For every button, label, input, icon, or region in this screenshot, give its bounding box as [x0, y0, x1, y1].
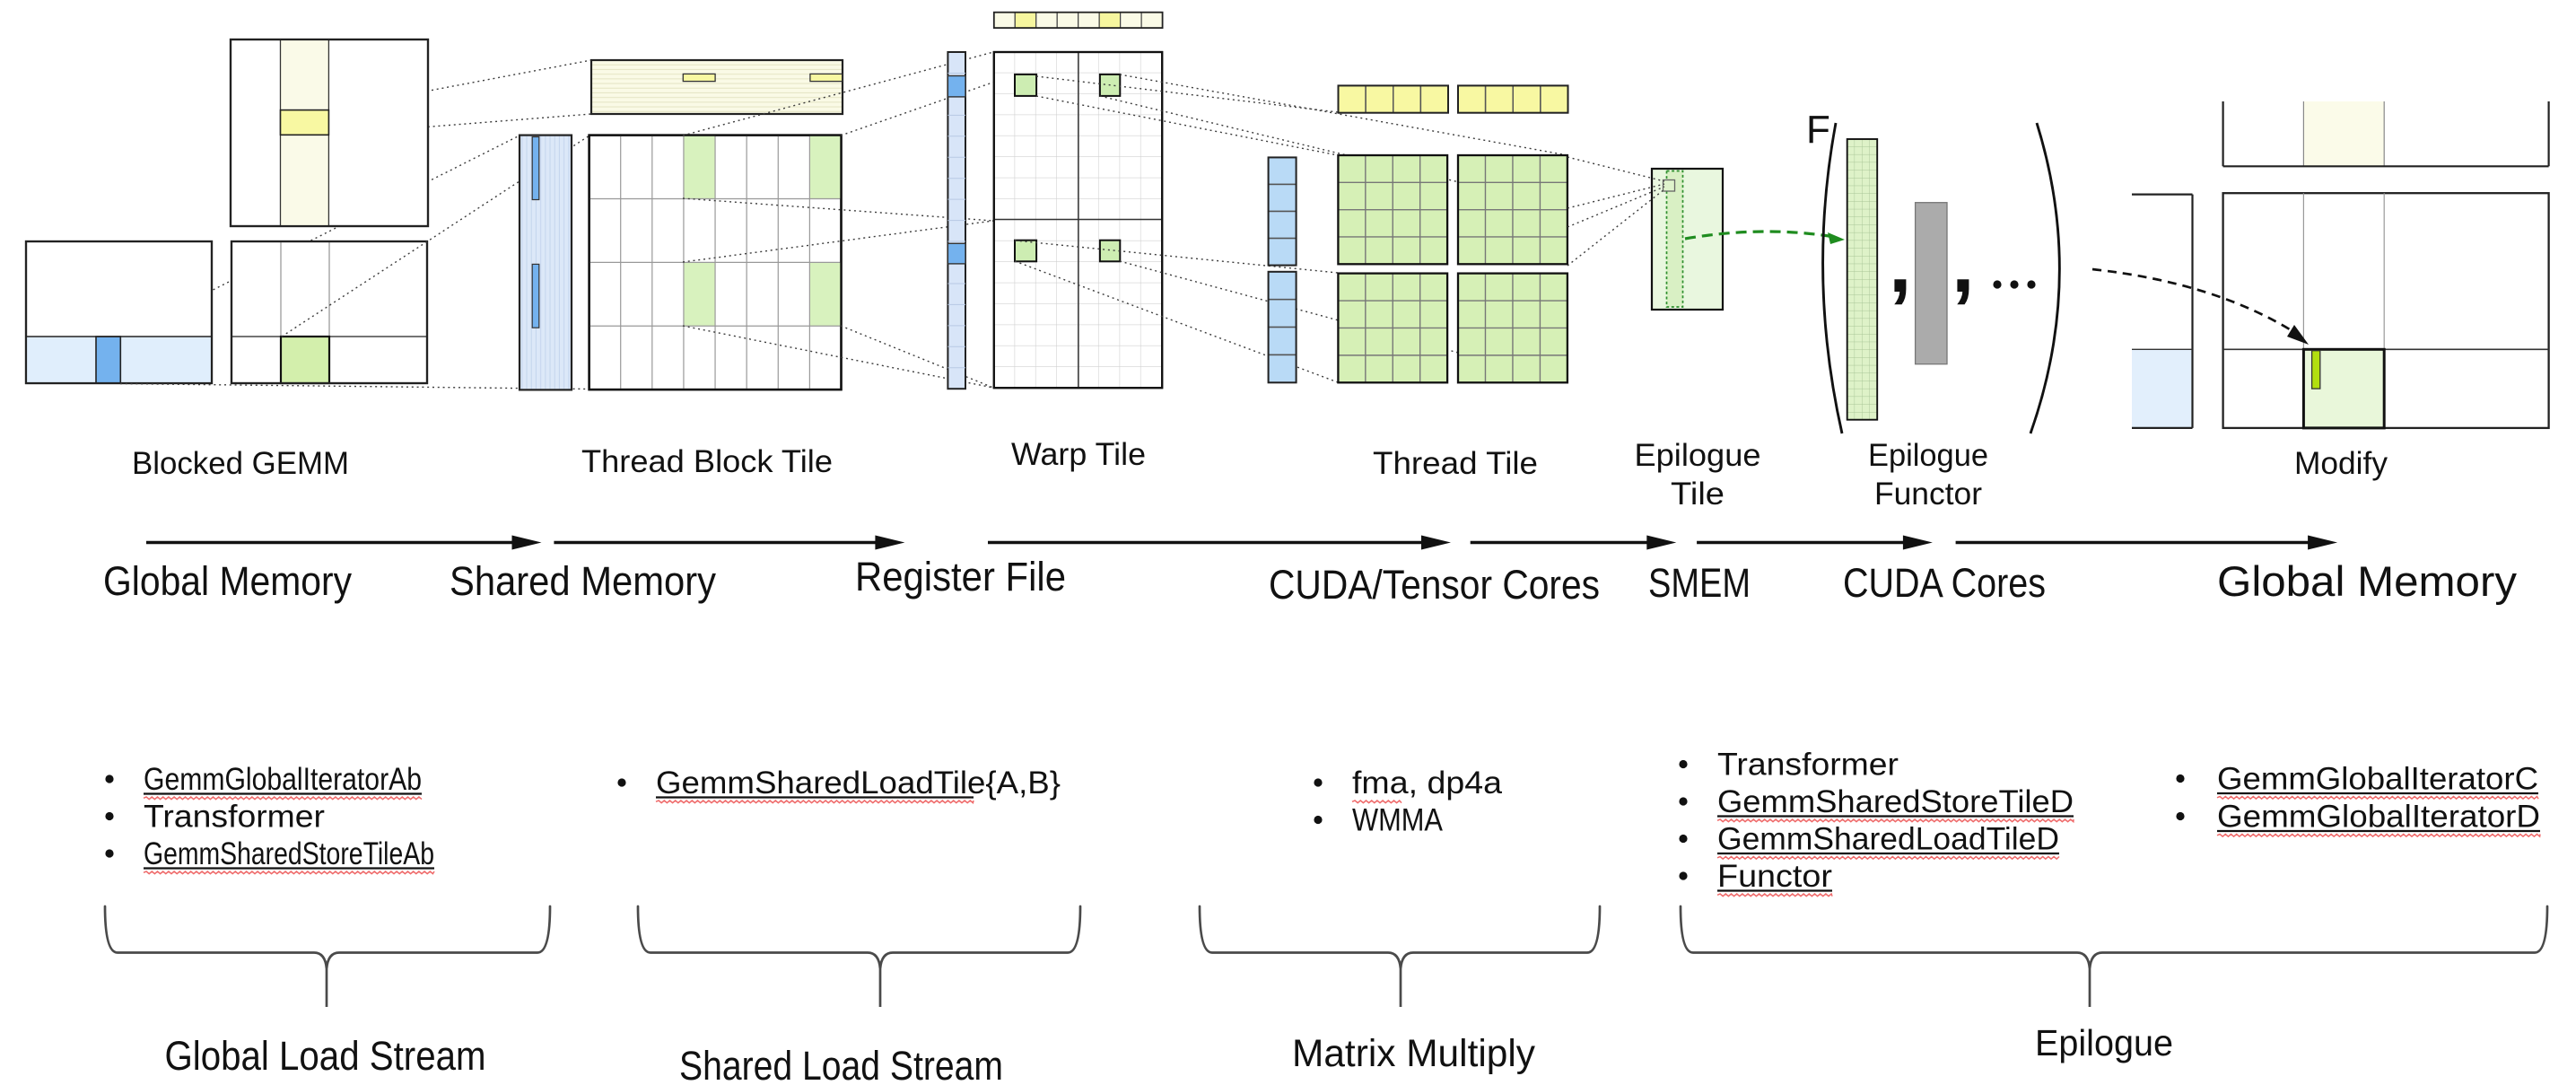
- svg-text:GemmSharedLoadTile{A,B}: GemmSharedLoadTile{A,B}: [656, 766, 1061, 801]
- svg-text:,: ,: [1889, 218, 1912, 310]
- svg-text:Functor: Functor: [1874, 477, 1982, 512]
- svg-text:CUDA/Tensor Cores: CUDA/Tensor Cores: [1269, 562, 1600, 608]
- svg-text:GemmSharedStoreTileAb: GemmSharedStoreTileAb: [144, 836, 434, 871]
- svg-text:Transformer: Transformer: [1717, 748, 1899, 783]
- svg-text:F: F: [1806, 108, 1830, 152]
- svg-text:CUDA Cores: CUDA Cores: [1843, 560, 2046, 606]
- svg-text:GemmSharedLoadTileD: GemmSharedLoadTileD: [1717, 822, 2059, 857]
- svg-text:Functor: Functor: [1717, 859, 1832, 894]
- svg-text:Warp Tile: Warp Tile: [1011, 437, 1146, 472]
- svg-text:Thread Block Tile: Thread Block Tile: [581, 444, 833, 479]
- svg-text:Shared Load Stream: Shared Load Stream: [679, 1043, 1003, 1085]
- svg-text:Blocked GEMM: Blocked GEMM: [132, 446, 349, 481]
- svg-text:Modify: Modify: [2294, 446, 2388, 481]
- svg-text:Epilogue: Epilogue: [2035, 1022, 2173, 1063]
- svg-text:fma, dp4a: fma, dp4a: [1352, 766, 1503, 801]
- svg-text:Thread Tile: Thread Tile: [1373, 446, 1538, 481]
- svg-text:Tile: Tile: [1671, 477, 1725, 512]
- svg-text:SMEM: SMEM: [1648, 560, 1751, 606]
- svg-text:Register File: Register File: [855, 554, 1066, 599]
- svg-text:GemmGlobalIteratorAb: GemmGlobalIteratorAb: [144, 762, 422, 797]
- svg-text:Matrix Multiply: Matrix Multiply: [1292, 1032, 1535, 1075]
- svg-text:Global Memory: Global Memory: [103, 558, 352, 604]
- svg-text:Global Load Stream: Global Load Stream: [165, 1033, 486, 1079]
- svg-text:Epilogue: Epilogue: [1868, 438, 1988, 473]
- svg-text:Epilogue: Epilogue: [1635, 438, 1761, 473]
- svg-text:GemmSharedStoreTileD: GemmSharedStoreTileD: [1717, 784, 2074, 819]
- svg-text:GemmGlobalIteratorC: GemmGlobalIteratorC: [2217, 762, 2538, 797]
- svg-text:Transformer: Transformer: [144, 800, 325, 835]
- svg-text:Global Memory: Global Memory: [2217, 557, 2518, 605]
- svg-text:WMMA: WMMA: [1352, 803, 1444, 838]
- svg-text:,: ,: [1952, 218, 1975, 310]
- svg-text:GemmGlobalIteratorD: GemmGlobalIteratorD: [2217, 800, 2540, 835]
- svg-text:Shared Memory: Shared Memory: [450, 558, 716, 604]
